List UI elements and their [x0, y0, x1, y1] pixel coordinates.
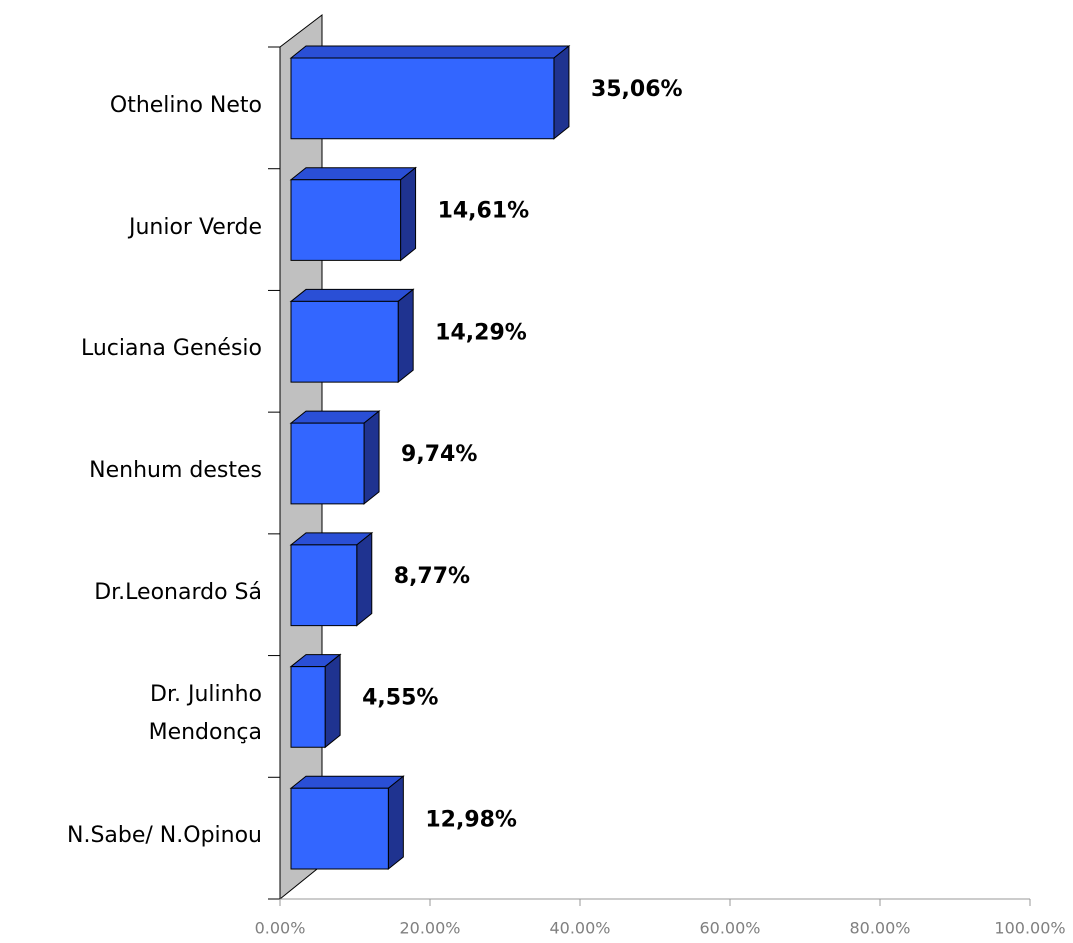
- value-label: 14,61%: [438, 199, 530, 224]
- bar-top: [289, 775, 405, 789]
- bar: [289, 653, 342, 749]
- bar: [289, 775, 405, 871]
- bar-side: [324, 653, 341, 749]
- category-label: Dr.Leonardo Sá: [94, 579, 262, 605]
- bar-side: [400, 166, 417, 262]
- bar-front: [290, 179, 402, 261]
- category-label: N.Sabe/ N.Opinou: [67, 823, 262, 849]
- value-label: 4,55%: [362, 686, 438, 711]
- value-label: 35,06%: [591, 77, 683, 102]
- bar-front: [290, 666, 326, 748]
- value-label: 14,29%: [435, 320, 527, 345]
- x-tick-label: 80.00%: [849, 919, 910, 938]
- bar: [289, 44, 571, 140]
- bar: [289, 288, 415, 384]
- bar-front: [290, 787, 389, 870]
- bar: [289, 410, 381, 505]
- bar-top: [289, 45, 571, 59]
- bar: [289, 531, 374, 627]
- bar-front: [290, 544, 358, 627]
- x-tick-label: 100.00%: [994, 919, 1065, 938]
- bar-side: [356, 531, 373, 627]
- category-label: Junior Verde: [128, 214, 262, 240]
- x-tick-label: 20.00%: [399, 919, 460, 938]
- x-tick-label: 40.00%: [549, 919, 610, 938]
- bar-front: [290, 300, 399, 383]
- category-label: Nenhum destes: [89, 458, 262, 483]
- category-label: Luciana Genésio: [80, 336, 262, 362]
- bar-side: [363, 410, 380, 505]
- x-tick-label: 0.00%: [255, 919, 306, 938]
- bar: [289, 166, 418, 262]
- bar-side: [553, 44, 570, 140]
- value-label: 8,77%: [394, 564, 470, 589]
- x-tick-label: 60.00%: [699, 919, 760, 938]
- bar-front: [290, 57, 555, 140]
- bar-side: [387, 775, 404, 871]
- bar-top: [289, 167, 418, 181]
- category-label: Dr. Julinho Mendonça: [148, 682, 262, 746]
- category-label: Othelino Neto: [109, 92, 262, 118]
- value-label: 12,98%: [425, 807, 517, 832]
- bar-side: [397, 288, 414, 384]
- bar-top: [289, 288, 415, 302]
- value-label: 9,74%: [401, 442, 477, 467]
- bar-front: [290, 422, 365, 505]
